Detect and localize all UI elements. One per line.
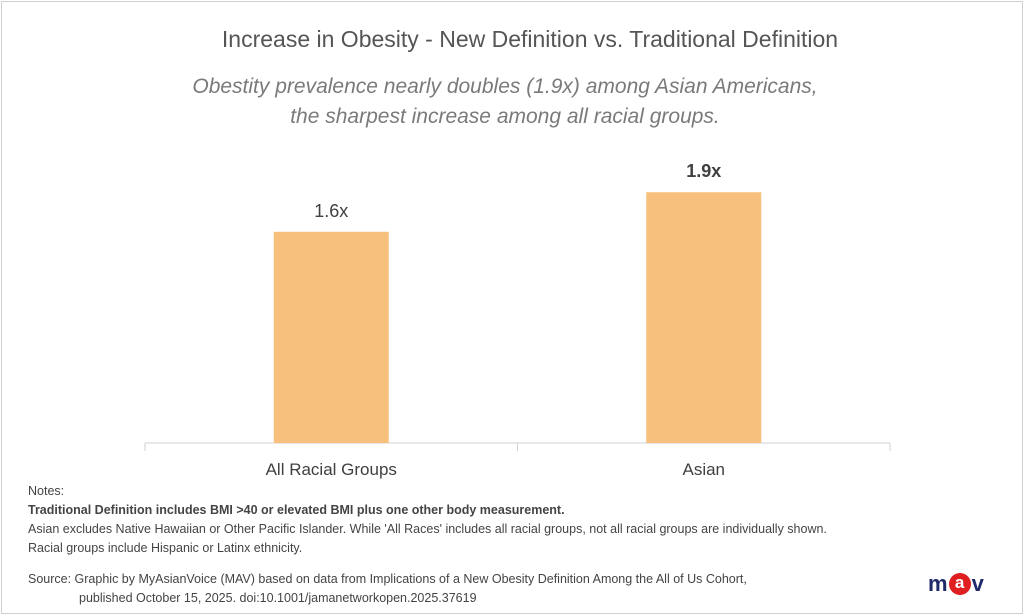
subtitle-line-1: Obestity prevalence nearly doubles (1.9x… bbox=[192, 75, 818, 98]
subtitle-line-2: the sharpest increase among all racial g… bbox=[290, 105, 720, 128]
chart-title: Increase in Obesity - New Definition vs.… bbox=[221, 26, 839, 52]
data-label: 1.6x bbox=[314, 201, 348, 221]
data-label: 1.9x bbox=[686, 161, 721, 181]
bar-all-racial-groups bbox=[273, 231, 389, 443]
notes-line-3: Racial groups include Hispanic or Latinx… bbox=[28, 541, 303, 555]
notes-heading: Notes: bbox=[28, 484, 65, 498]
chart-subtitle: Obestity prevalence nearly doubles (1.9x… bbox=[0, 72, 1010, 132]
notes-definition: Traditional Definition includes BMI >40 … bbox=[28, 503, 565, 517]
x-tick-label: Asian bbox=[682, 460, 725, 479]
source-line-2: published October 15, 2025. doi:10.1001/… bbox=[79, 591, 477, 605]
x-tick-label: All Racial Groups bbox=[266, 460, 397, 479]
notes: Notes: Traditional Definition includes B… bbox=[28, 482, 827, 558]
logo-m: m bbox=[928, 571, 948, 596]
notes-line-2: Asian excludes Native Hawaiian or Other … bbox=[28, 522, 827, 536]
bar-asian bbox=[646, 192, 762, 443]
logo-v: v bbox=[971, 571, 984, 596]
logo-a: a bbox=[948, 573, 971, 595]
source: Source: Graphic by MyAsianVoice (MAV) ba… bbox=[28, 570, 747, 608]
source-line-1: Source: Graphic by MyAsianVoice (MAV) ba… bbox=[28, 572, 747, 586]
